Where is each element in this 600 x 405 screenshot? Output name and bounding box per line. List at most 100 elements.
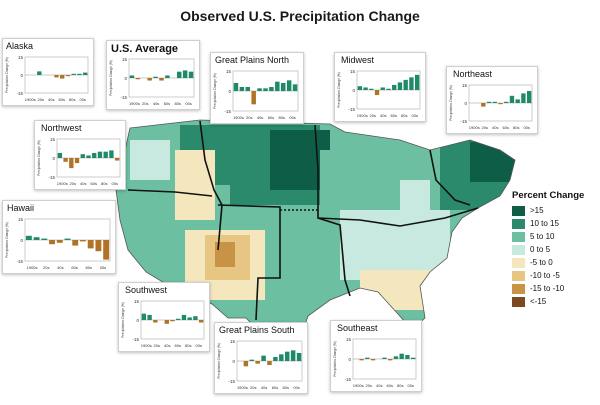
inset-xtick: 20s [43, 265, 49, 270]
inset-southwest: Southwest Precipitation Change (%) 15 0 -15… [118, 282, 210, 352]
bar [33, 237, 40, 240]
bar [193, 316, 198, 320]
legend-item: 10 to 15 [512, 217, 600, 230]
legend-swatch [512, 257, 525, 268]
inset-title: Northeast [453, 69, 493, 79]
inset-ytick: 15 [18, 217, 24, 222]
inset-ytick: 0 [464, 101, 467, 106]
inset-ytick: 15 [134, 299, 140, 304]
inset-ytick: 15 [226, 69, 232, 74]
inset-ylabel: Precipitation Change (%) [5, 222, 9, 257]
inset-xtick: 1900s [237, 385, 248, 390]
legend-label: >15 [530, 206, 544, 215]
inset-xtick: 60s [91, 181, 97, 186]
bar [382, 357, 387, 359]
inset-southeast: Southeast Precipitation Change (%) 15 0 -15… [330, 320, 422, 392]
bar [369, 88, 374, 90]
bar [56, 240, 63, 243]
bar [245, 87, 251, 91]
inset-xtick: 1900s [129, 101, 140, 106]
bar [49, 240, 55, 245]
legend-label: -15 to -10 [530, 284, 565, 293]
inset-xtick: 80s [397, 383, 403, 388]
inset-ytick: 0 [124, 76, 127, 81]
inset-title: Southwest [125, 285, 168, 295]
inset-xtick: 00s [412, 113, 418, 118]
inset-ytick: -15 [120, 95, 127, 100]
bar [60, 75, 65, 79]
inset-xtick: 1900s [141, 343, 152, 348]
bar [393, 356, 399, 359]
inset-ylabel: Precipitation Change (%) [5, 57, 9, 92]
bar [267, 361, 272, 365]
legend-item: -5 to 0 [512, 256, 600, 269]
bar [86, 155, 91, 158]
bar [64, 238, 71, 240]
inset-title: Midwest [341, 55, 375, 65]
bar [392, 84, 397, 90]
bar [165, 75, 170, 78]
inset-ytick: 0 [52, 156, 55, 161]
inset-ytick: 15 [350, 69, 356, 74]
inset-xtick: 1900s [25, 97, 36, 102]
bar [57, 152, 63, 158]
inset-xtick: 1900s [233, 115, 244, 120]
inset-xtick: 60s [268, 115, 274, 120]
bar [275, 81, 280, 91]
bar [54, 75, 59, 78]
inset-ylabel: Precipitation Change (%) [337, 72, 341, 107]
legend-label: 10 to 15 [530, 219, 559, 228]
bar [103, 151, 108, 158]
inset-ytick: 15 [346, 337, 352, 342]
inset-ylabel: Precipitation Change (%) [121, 302, 125, 337]
inset-ytick: 15 [50, 137, 56, 142]
legend-label: -5 to 0 [530, 258, 553, 267]
inset-ytick: -15 [460, 119, 467, 124]
inset-xtick: 00s [80, 97, 86, 102]
bar [255, 361, 260, 364]
inset-alaska: Alaska Precipitation Change (%) 15 0 -15 190… [2, 38, 94, 106]
bar [95, 240, 102, 252]
inset-xtick: 40s [492, 125, 498, 130]
inset-title: Great Plains North [215, 55, 290, 65]
legend-swatch [512, 205, 525, 216]
bar [403, 79, 408, 90]
bar [164, 320, 169, 324]
inset-xtick: 40s [80, 181, 86, 186]
inset-xtick: 20s [370, 113, 376, 118]
inset-xtick: 20s [142, 101, 148, 106]
bar [284, 351, 290, 361]
legend-label: <-15 [530, 297, 547, 306]
bar [72, 240, 79, 246]
inset-great-plains-south: Great Plains South Precipitation Change … [214, 322, 308, 394]
inset-xtick: 80s [185, 343, 191, 348]
inset-ytick: -15 [16, 259, 23, 264]
inset-ytick: 15 [18, 55, 24, 60]
bar [292, 84, 298, 91]
inset-ylabel: Precipitation Change (%) [333, 341, 337, 376]
inset-ytick: -15 [224, 109, 231, 114]
inset-ytick: 0 [232, 359, 235, 364]
bar [92, 152, 97, 158]
legend-item: 0 to 5 [512, 243, 600, 256]
bar [405, 355, 410, 359]
inset-xtick: 40s [376, 383, 382, 388]
bar [77, 73, 82, 75]
bar [261, 355, 266, 361]
bar [71, 73, 76, 75]
inset-northwest: Northwest Precipitation Change (%) 15 0 -15… [34, 120, 126, 190]
inset-ytick: 0 [348, 357, 351, 362]
bar [239, 87, 245, 91]
bar [176, 71, 182, 78]
bar [109, 150, 114, 158]
inset-xtick: 1900s [469, 125, 480, 130]
bar [363, 87, 368, 90]
inset-xtick: 60s [272, 385, 278, 390]
inset-xtick: 40s [261, 385, 267, 390]
inset-ytick: -15 [16, 91, 23, 96]
